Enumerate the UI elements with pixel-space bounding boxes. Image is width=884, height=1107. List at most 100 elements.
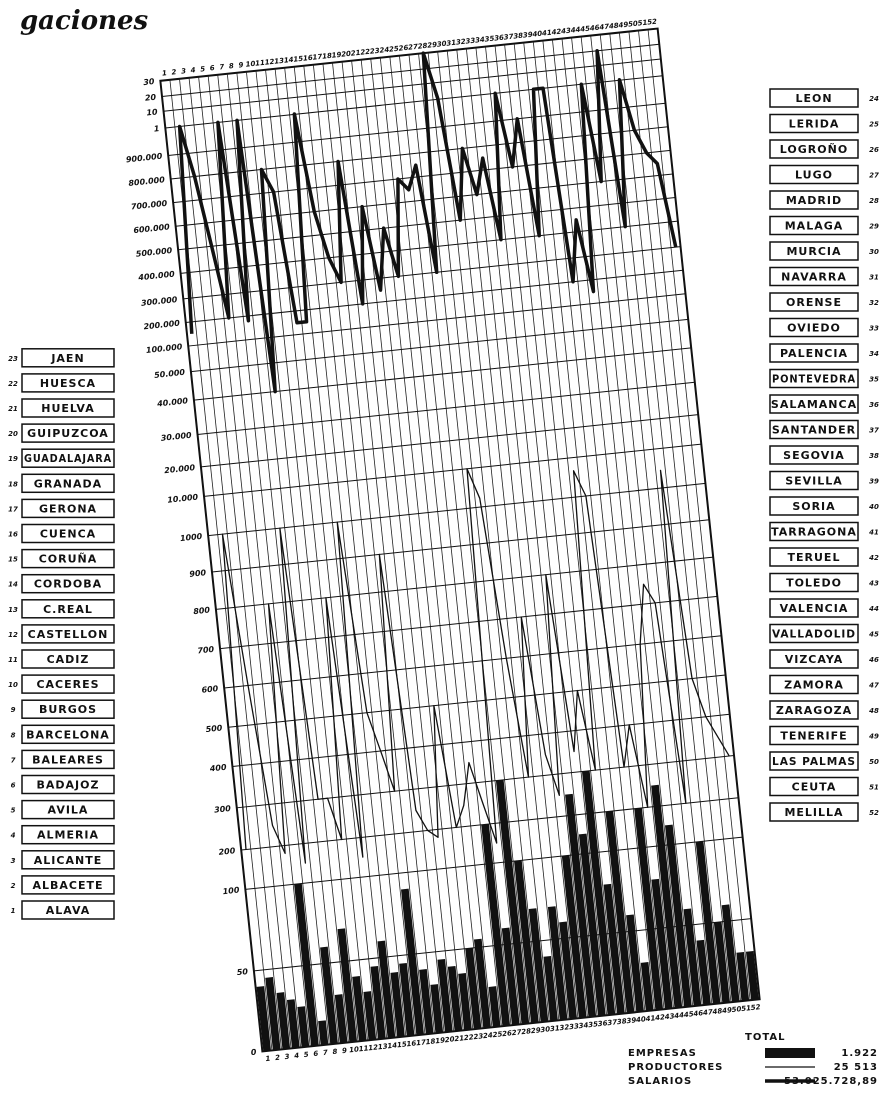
province-number: 45 — [869, 631, 879, 639]
province-name: JAEN — [50, 352, 84, 365]
y-tick-label: 500.000 — [135, 246, 173, 259]
province-name: AVILA — [48, 804, 89, 817]
province-number: 27 — [869, 172, 879, 180]
x-tick-label-bottom: 32 — [559, 1023, 570, 1032]
province-name: CADIZ — [47, 653, 90, 666]
x-tick-label-bottom: 37 — [607, 1018, 618, 1027]
x-tick-label-bottom: 46 — [693, 1009, 704, 1018]
y-tick-label: 1 — [153, 124, 159, 134]
province-box — [769, 802, 859, 822]
x-tick-label-top: 8 — [229, 62, 235, 70]
x-tick-label-top: 4 — [190, 66, 196, 74]
province-number: 4 — [11, 832, 16, 840]
x-tick-label-top: 47 — [599, 23, 610, 32]
province-number: 9 — [11, 706, 16, 714]
x-tick-label-top: 9 — [238, 61, 244, 69]
bar — [363, 991, 377, 1041]
y-tick-label: 30.000 — [160, 431, 192, 443]
province-name: BARCELONA — [26, 728, 110, 741]
x-tick-label-top: 31 — [446, 39, 457, 48]
legend-name: SALARIOS — [628, 1076, 692, 1087]
bar — [578, 833, 606, 1017]
province-number: 20 — [8, 430, 18, 438]
province-number: 28 — [869, 197, 879, 205]
province-box — [769, 649, 859, 669]
bar — [318, 1020, 329, 1046]
province-number: 38 — [869, 452, 879, 460]
legend: TOTAL EMPRESAS 1.922 PRODUCTORES 25 513 SALAR… — [628, 1032, 878, 1087]
province-name: VALLADOLID — [772, 628, 856, 641]
y-tick-label: 200.000 — [143, 319, 181, 332]
y-tick-label: 20.000 — [164, 463, 196, 475]
province-name: TENERIFE — [780, 730, 847, 743]
x-tick-label-top: 35 — [484, 35, 495, 44]
bar — [334, 994, 348, 1044]
province-box — [21, 850, 115, 870]
province-number: 25 — [869, 121, 879, 129]
province-box — [769, 700, 859, 720]
x-tick-label-top: 42 — [551, 28, 562, 37]
x-tick-label-top: 18 — [322, 52, 333, 61]
x-tick-label-top: 16 — [303, 54, 314, 63]
x-tick-label-bottom: 3 — [284, 1053, 290, 1061]
bar — [543, 955, 558, 1022]
province-box — [21, 348, 115, 368]
province-name: MELILLA — [784, 806, 843, 819]
legend-name: EMPRESAS — [628, 1048, 697, 1059]
grid-line — [228, 674, 726, 728]
province-box — [21, 448, 115, 468]
province-number: 13 — [8, 606, 18, 614]
y-tick-label: 40.000 — [156, 396, 189, 408]
y-tick-label: 400.000 — [137, 269, 176, 282]
x-tick-label-bottom: 27 — [511, 1028, 522, 1037]
grid-line — [163, 58, 661, 112]
province-name: ZAMORA — [784, 679, 844, 692]
bar — [495, 779, 530, 1025]
x-tick-label-top: 7 — [219, 63, 225, 71]
x-tick-label-bottom: 43 — [664, 1012, 675, 1021]
grid-line — [224, 635, 722, 689]
x-tick-label-top: 2 — [171, 68, 177, 76]
grid-line — [173, 149, 671, 204]
x-tick-label-bottom: 23 — [473, 1032, 484, 1041]
province-box — [769, 496, 859, 516]
bar — [256, 986, 271, 1052]
x-tick-label-bottom: 11 — [358, 1044, 369, 1053]
x-tick-label-top: 6 — [209, 64, 215, 72]
x-tick-label-bottom: 1 — [265, 1055, 271, 1063]
x-tick-label-top: 28 — [417, 42, 428, 51]
province-name: PONTEVEDRA — [772, 373, 856, 386]
province-number: 29 — [869, 223, 879, 231]
x-tick-label-top: 45 — [580, 25, 591, 34]
province-box — [21, 473, 115, 494]
province-box — [21, 724, 115, 745]
y-tick-label: 0 — [250, 1048, 257, 1058]
x-tick-label-bottom: 40 — [636, 1015, 647, 1024]
bar — [352, 976, 367, 1042]
province-number: 14 — [8, 581, 18, 589]
legend-total: 1.922 — [841, 1048, 878, 1059]
province-number: 41 — [869, 529, 879, 537]
province-number: 19 — [8, 455, 18, 463]
x-tick-label-bottom: 9 — [342, 1047, 348, 1055]
bar — [695, 841, 721, 1005]
province-box — [769, 547, 859, 567]
x-tick-label-top: 15 — [293, 55, 304, 64]
y-tick-label: 300 — [214, 804, 232, 815]
y-tick-label: 600.000 — [133, 222, 171, 235]
y-tick-label: 700.000 — [130, 199, 168, 212]
x-tick-label-top: 20 — [341, 50, 352, 59]
x-tick-label-top: 37 — [503, 33, 514, 42]
bar — [559, 921, 577, 1020]
province-name: C.REAL — [43, 603, 93, 616]
y-tick-label: 400 — [208, 763, 227, 774]
x-tick-label-top: 10 — [245, 60, 256, 69]
province-name: SALAMANCA — [771, 398, 857, 411]
province-number: 12 — [8, 631, 18, 639]
province-number: 44 — [869, 605, 879, 613]
province-name: ORENSE — [786, 296, 842, 309]
province-box — [769, 419, 859, 440]
legend-heading: TOTAL — [745, 1032, 785, 1043]
grid-line — [160, 28, 658, 82]
x-tick-label-bottom: 49 — [722, 1006, 733, 1015]
